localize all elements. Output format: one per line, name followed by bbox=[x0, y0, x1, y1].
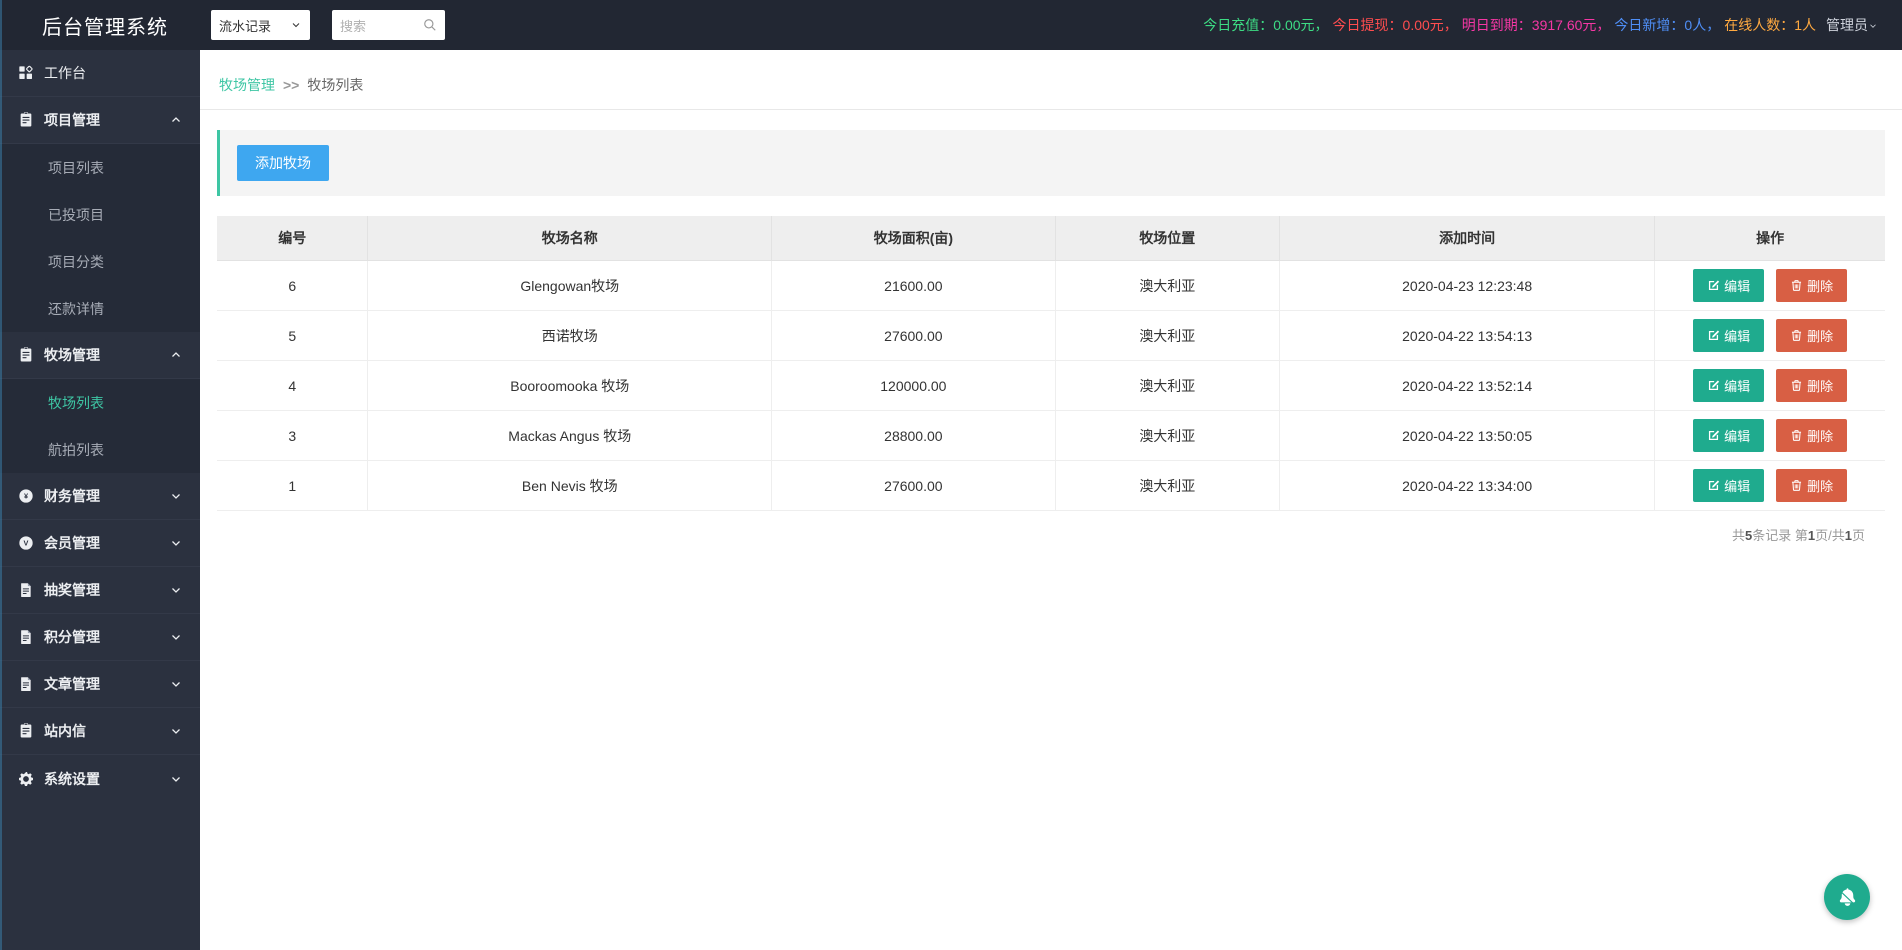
svg-text:V: V bbox=[24, 539, 29, 548]
